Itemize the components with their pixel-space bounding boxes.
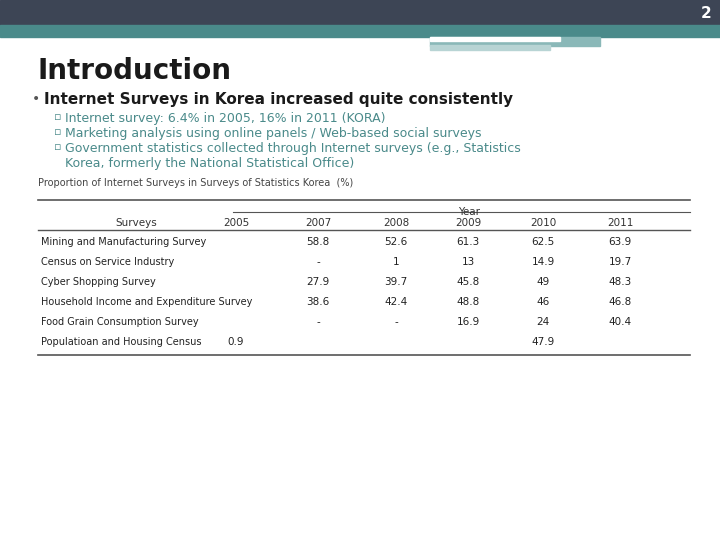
Text: 16.9: 16.9 [456, 317, 480, 327]
Text: Government statistics collected through Internet surveys (e.g., Statistics
Korea: Government statistics collected through … [65, 142, 521, 170]
Bar [0, 25, 430, 37]
Text: -: - [394, 317, 398, 327]
Text: 40.4: 40.4 [608, 317, 631, 327]
Text: 2010: 2010 [530, 218, 556, 228]
Text: Internet Surveys in Korea increased quite consistently: Internet Surveys in Korea increased quit… [44, 92, 513, 107]
Text: Internet survey: 6.4% in 2005, 16% in 2011 (KORA): Internet survey: 6.4% in 2005, 16% in 20… [65, 112, 385, 125]
Text: ▫: ▫ [54, 127, 61, 137]
Text: 52.6: 52.6 [384, 237, 408, 247]
Text: 48.8: 48.8 [456, 297, 480, 307]
Text: 62.5: 62.5 [531, 237, 554, 247]
Bar [430, 37, 560, 41]
Text: 63.9: 63.9 [608, 237, 631, 247]
Text: ▫: ▫ [54, 142, 61, 152]
Text: 39.7: 39.7 [384, 277, 408, 287]
Bar [430, 45, 550, 50]
Text: 27.9: 27.9 [307, 277, 330, 287]
Text: •: • [32, 92, 40, 106]
Text: -: - [316, 257, 320, 267]
Text: Mining and Manufacturing Survey: Mining and Manufacturing Survey [41, 237, 206, 247]
Text: Cyber Shopping Survey: Cyber Shopping Survey [41, 277, 156, 287]
Text: Marketing analysis using online panels / Web-based social surveys: Marketing analysis using online panels /… [65, 127, 482, 140]
Text: Year: Year [458, 207, 480, 217]
Text: Introduction: Introduction [38, 57, 232, 85]
Bar [430, 25, 720, 37]
Text: 24: 24 [536, 317, 549, 327]
Text: Surveys: Surveys [115, 218, 157, 228]
Bar [430, 37, 600, 46]
Text: 61.3: 61.3 [456, 237, 480, 247]
Text: 47.9: 47.9 [531, 337, 554, 347]
Text: ▫: ▫ [54, 112, 61, 122]
Text: 48.3: 48.3 [608, 277, 631, 287]
Text: Proportion of Internet Surveys in Surveys of Statistics Korea  (%): Proportion of Internet Surveys in Survey… [38, 178, 354, 188]
Text: 0.9: 0.9 [228, 337, 244, 347]
Text: Populatioan and Housing Census: Populatioan and Housing Census [41, 337, 202, 347]
Text: Census on Service Industry: Census on Service Industry [41, 257, 174, 267]
Text: 49: 49 [536, 277, 549, 287]
Text: Food Grain Consumption Survey: Food Grain Consumption Survey [41, 317, 199, 327]
Text: 45.8: 45.8 [456, 277, 480, 287]
Text: 14.9: 14.9 [531, 257, 554, 267]
Text: Household Income and Expenditure Survey: Household Income and Expenditure Survey [41, 297, 253, 307]
Text: 42.4: 42.4 [384, 297, 408, 307]
Text: 2011: 2011 [607, 218, 633, 228]
Text: 2005: 2005 [223, 218, 249, 228]
Text: -: - [316, 317, 320, 327]
Text: 58.8: 58.8 [307, 237, 330, 247]
Text: 2: 2 [701, 5, 712, 21]
Text: 19.7: 19.7 [608, 257, 631, 267]
Text: 2007: 2007 [305, 218, 331, 228]
Text: 1: 1 [392, 257, 400, 267]
Text: 38.6: 38.6 [307, 297, 330, 307]
Text: 13: 13 [462, 257, 474, 267]
Text: 46: 46 [536, 297, 549, 307]
Text: 46.8: 46.8 [608, 297, 631, 307]
Text: 2009: 2009 [455, 218, 481, 228]
Bar [0, 0, 720, 25]
Text: 2008: 2008 [383, 218, 409, 228]
